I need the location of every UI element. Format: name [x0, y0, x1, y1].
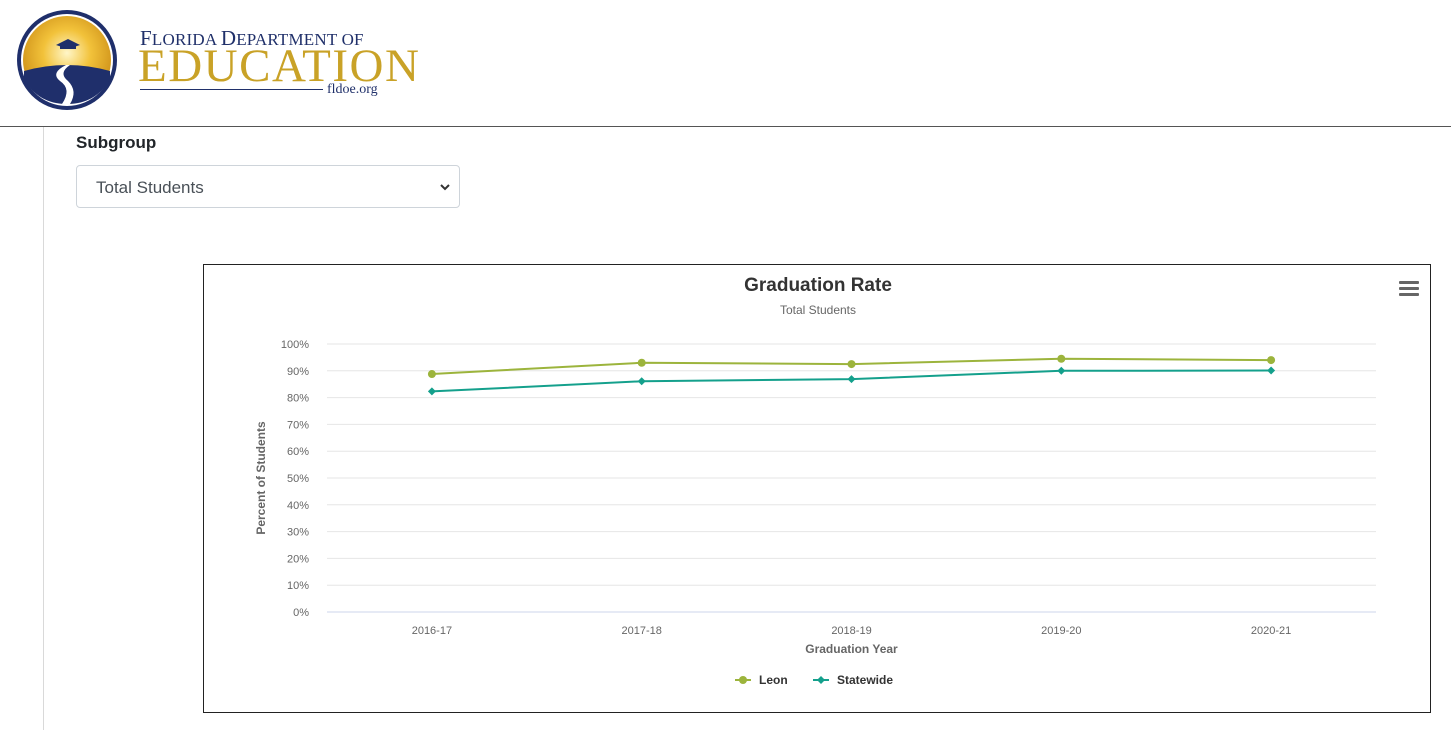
data-point-leon [1267, 356, 1276, 365]
x-axis-title: Graduation Year [805, 642, 898, 656]
data-point-leon [847, 360, 856, 369]
chart-subtitle: Total Students [780, 303, 856, 317]
y-tick-label: 30% [287, 527, 309, 539]
x-tick-label: 2019-20 [1041, 625, 1081, 637]
y-tick-label: 100% [281, 339, 309, 351]
x-tick-label: 2018-19 [831, 625, 871, 637]
logo-education-word: EDUCATION [138, 40, 421, 92]
x-tick-label: 2020-21 [1251, 625, 1291, 637]
data-point-leon [427, 370, 436, 379]
y-tick-label: 0% [293, 607, 309, 619]
fldoe-logo[interactable]: FLORIDA DEPARTMENT OF EDUCATION fldoe.or… [16, 9, 419, 112]
data-point-statewide [1057, 366, 1066, 375]
y-tick-label: 90% [287, 366, 309, 378]
subgroup-selected-value: Total Students [96, 178, 204, 197]
data-point-statewide [427, 387, 436, 396]
data-point-statewide [637, 377, 646, 386]
graduation-rate-chart: Graduation Rate Total Students 0% 10% 20% 30%… [203, 264, 1431, 713]
chart-title: Graduation Rate [744, 275, 892, 296]
legend-marker-statewide [817, 676, 825, 684]
subgroup-label: Subgroup [76, 133, 157, 152]
fldoe-seal-icon [17, 10, 117, 110]
hamburger-menu-icon[interactable] [1399, 281, 1419, 297]
chart-canvas: Graduation Rate Total Students 0% 10% 20% 30%… [254, 275, 1376, 687]
data-point-statewide [847, 375, 856, 384]
y-tick-label: 10% [287, 580, 309, 592]
legend-marker-leon [739, 676, 747, 684]
logo-rule [140, 89, 323, 90]
logo-url: fldoe.org [327, 82, 378, 97]
y-axis-title: Percent of Students [254, 421, 268, 535]
y-tick-label: 80% [287, 393, 309, 405]
legend-label-statewide: Statewide [837, 673, 893, 687]
x-tick-label: 2017-18 [622, 625, 662, 637]
site-header: FLORIDA DEPARTMENT OF EDUCATION fldoe.or… [0, 0, 1451, 127]
subgroup-select[interactable]: Total Students [76, 165, 460, 208]
logo-title-line: FLORIDA DEPARTMENT OF [140, 26, 364, 50]
y-tick-label: 70% [287, 419, 309, 431]
y-tick-label: 20% [287, 553, 309, 565]
y-tick-label: 40% [287, 500, 309, 512]
chevron-down-icon [440, 184, 450, 191]
legend-label-leon: Leon [759, 673, 788, 687]
data-point-statewide [1267, 366, 1276, 375]
x-tick-label: 2016-17 [412, 625, 452, 637]
y-tick-label: 50% [287, 473, 309, 485]
left-divider [43, 127, 44, 730]
data-point-leon [637, 358, 646, 367]
y-tick-label: 60% [287, 446, 309, 458]
data-point-leon [1057, 354, 1066, 363]
